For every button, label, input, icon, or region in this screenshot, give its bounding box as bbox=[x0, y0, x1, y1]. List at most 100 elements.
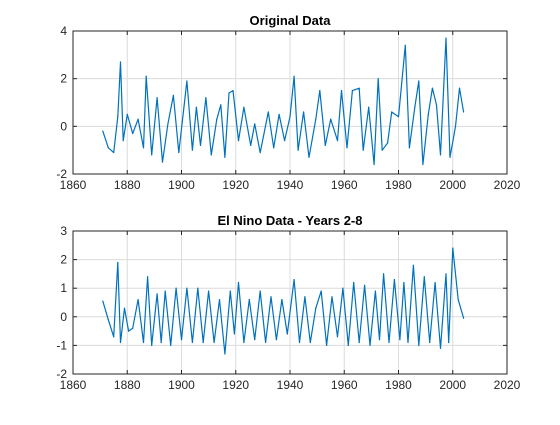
x-tick-label: 1900 bbox=[168, 178, 195, 192]
data-point bbox=[220, 104, 222, 106]
data-point bbox=[297, 149, 299, 151]
data-point bbox=[407, 341, 409, 344]
data-point bbox=[353, 281, 355, 284]
data-point bbox=[298, 341, 301, 344]
data-point bbox=[431, 87, 434, 89]
x-tick-label: 1940 bbox=[277, 178, 304, 192]
data-point bbox=[293, 75, 295, 77]
data-point bbox=[439, 347, 442, 349]
data-point bbox=[233, 333, 235, 335]
data-point bbox=[254, 339, 256, 341]
data-point bbox=[237, 281, 240, 284]
data-point bbox=[319, 89, 321, 92]
data-point bbox=[387, 142, 389, 144]
data-point bbox=[452, 247, 454, 249]
data-point bbox=[381, 149, 383, 151]
data-point bbox=[369, 344, 371, 346]
data-point bbox=[250, 144, 252, 146]
data-point bbox=[273, 147, 275, 149]
x-tick-label: 1920 bbox=[222, 178, 249, 192]
data-point bbox=[308, 156, 310, 158]
data-point bbox=[449, 156, 451, 158]
data-point bbox=[374, 290, 377, 292]
data-point bbox=[248, 299, 250, 301]
data-point bbox=[254, 123, 256, 125]
data-point bbox=[362, 149, 364, 151]
data-point bbox=[342, 287, 344, 289]
data-point bbox=[393, 279, 396, 281]
data-point bbox=[164, 290, 166, 292]
data-point bbox=[213, 341, 215, 344]
data-point bbox=[326, 344, 328, 346]
data-point bbox=[408, 147, 410, 149]
data-point bbox=[175, 287, 177, 289]
data-point bbox=[351, 89, 353, 92]
data-point bbox=[243, 106, 245, 108]
data-point bbox=[191, 149, 193, 151]
data-point bbox=[463, 317, 465, 319]
data-point bbox=[445, 273, 447, 275]
data-point bbox=[391, 111, 393, 113]
data-point bbox=[340, 89, 343, 92]
data-point bbox=[178, 151, 180, 154]
data-point bbox=[412, 264, 415, 266]
data-point bbox=[202, 341, 204, 344]
data-point bbox=[199, 144, 202, 146]
x-tick-label: 1940 bbox=[277, 378, 304, 392]
chart-title: Original Data bbox=[250, 13, 332, 28]
data-point bbox=[119, 61, 122, 63]
chart-title: El Nino Data - Years 2-8 bbox=[218, 213, 363, 228]
data-point bbox=[224, 353, 226, 355]
x-tick-label: 2020 bbox=[494, 378, 521, 392]
data-point bbox=[145, 75, 147, 77]
data-point bbox=[336, 336, 339, 338]
data-point bbox=[151, 154, 153, 156]
data-point bbox=[418, 80, 420, 82]
data-point bbox=[403, 281, 405, 284]
data-point bbox=[191, 341, 193, 344]
data-point bbox=[434, 281, 436, 284]
y-tick-label: 1 bbox=[60, 281, 67, 295]
data-point bbox=[132, 327, 134, 329]
data-point bbox=[373, 163, 375, 166]
data-point bbox=[128, 330, 130, 332]
data-point bbox=[278, 113, 280, 116]
data-point bbox=[259, 151, 261, 154]
y-tick-label: -2 bbox=[56, 367, 67, 381]
y-tick-label: 0 bbox=[60, 310, 67, 324]
data-point bbox=[427, 113, 429, 116]
data-point bbox=[330, 118, 332, 120]
data-point bbox=[423, 276, 425, 278]
data-point bbox=[289, 116, 291, 118]
data-point bbox=[422, 163, 424, 166]
data-point bbox=[315, 307, 317, 309]
data-point bbox=[228, 92, 230, 94]
data-point bbox=[358, 341, 360, 344]
data-point bbox=[151, 344, 153, 346]
data-point bbox=[463, 111, 465, 113]
subplot-1: 1860 1880 1900 1920 1940 1960 1980 2000 2020 -2 0 2… bbox=[56, 13, 520, 192]
data-point bbox=[267, 111, 269, 113]
x-tick-label: 1960 bbox=[331, 378, 358, 392]
data-point bbox=[378, 339, 381, 341]
data-point bbox=[102, 300, 104, 302]
data-point bbox=[281, 299, 283, 301]
data-point bbox=[205, 97, 207, 99]
data-point bbox=[113, 151, 115, 154]
y-tick-label: 2 bbox=[60, 253, 67, 267]
data-point bbox=[186, 287, 188, 289]
data-point bbox=[304, 296, 306, 298]
data-point bbox=[457, 299, 459, 301]
data-point bbox=[218, 299, 221, 301]
data-point bbox=[167, 123, 169, 125]
x-tick-label: 1880 bbox=[114, 178, 141, 192]
y-tick-label: -1 bbox=[56, 338, 67, 352]
data-point bbox=[161, 161, 164, 163]
data-point bbox=[142, 341, 145, 344]
data-point bbox=[195, 106, 198, 108]
data-point bbox=[107, 319, 109, 321]
data-point bbox=[399, 339, 401, 341]
data-point bbox=[170, 344, 172, 346]
